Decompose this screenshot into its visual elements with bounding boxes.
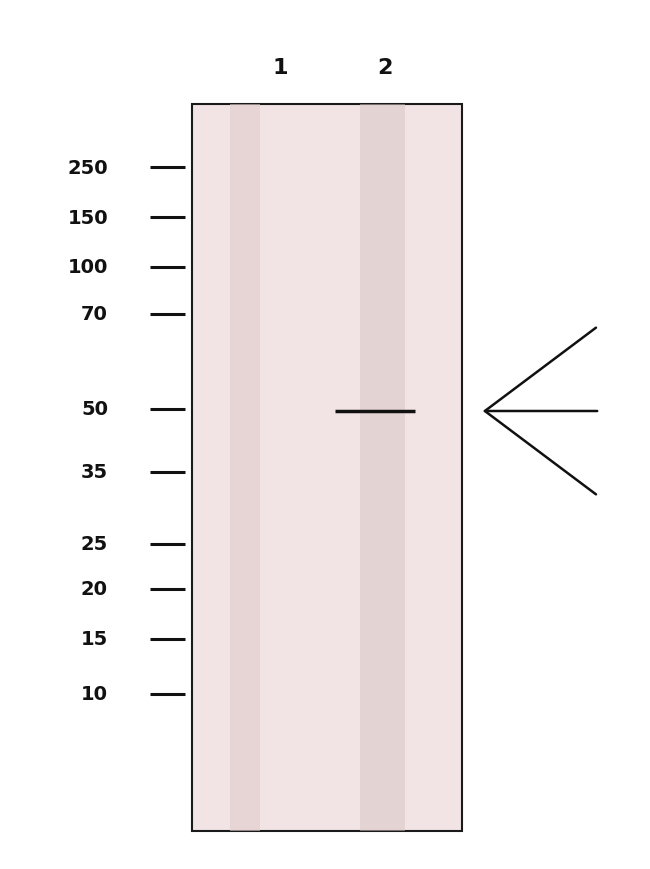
Text: 250: 250 bbox=[68, 158, 108, 177]
Text: 20: 20 bbox=[81, 580, 108, 599]
Text: 25: 25 bbox=[81, 535, 108, 554]
Bar bbox=[230, 105, 260, 831]
Text: 2: 2 bbox=[377, 58, 393, 78]
Text: 150: 150 bbox=[68, 209, 108, 227]
Text: 15: 15 bbox=[81, 630, 108, 649]
Bar bbox=[192, 105, 462, 831]
Text: 70: 70 bbox=[81, 305, 108, 324]
Bar bbox=[360, 105, 405, 831]
Text: 10: 10 bbox=[81, 685, 108, 704]
Text: 35: 35 bbox=[81, 463, 108, 482]
Text: 50: 50 bbox=[81, 400, 108, 419]
Text: 1: 1 bbox=[272, 58, 288, 78]
Text: 100: 100 bbox=[68, 258, 108, 277]
